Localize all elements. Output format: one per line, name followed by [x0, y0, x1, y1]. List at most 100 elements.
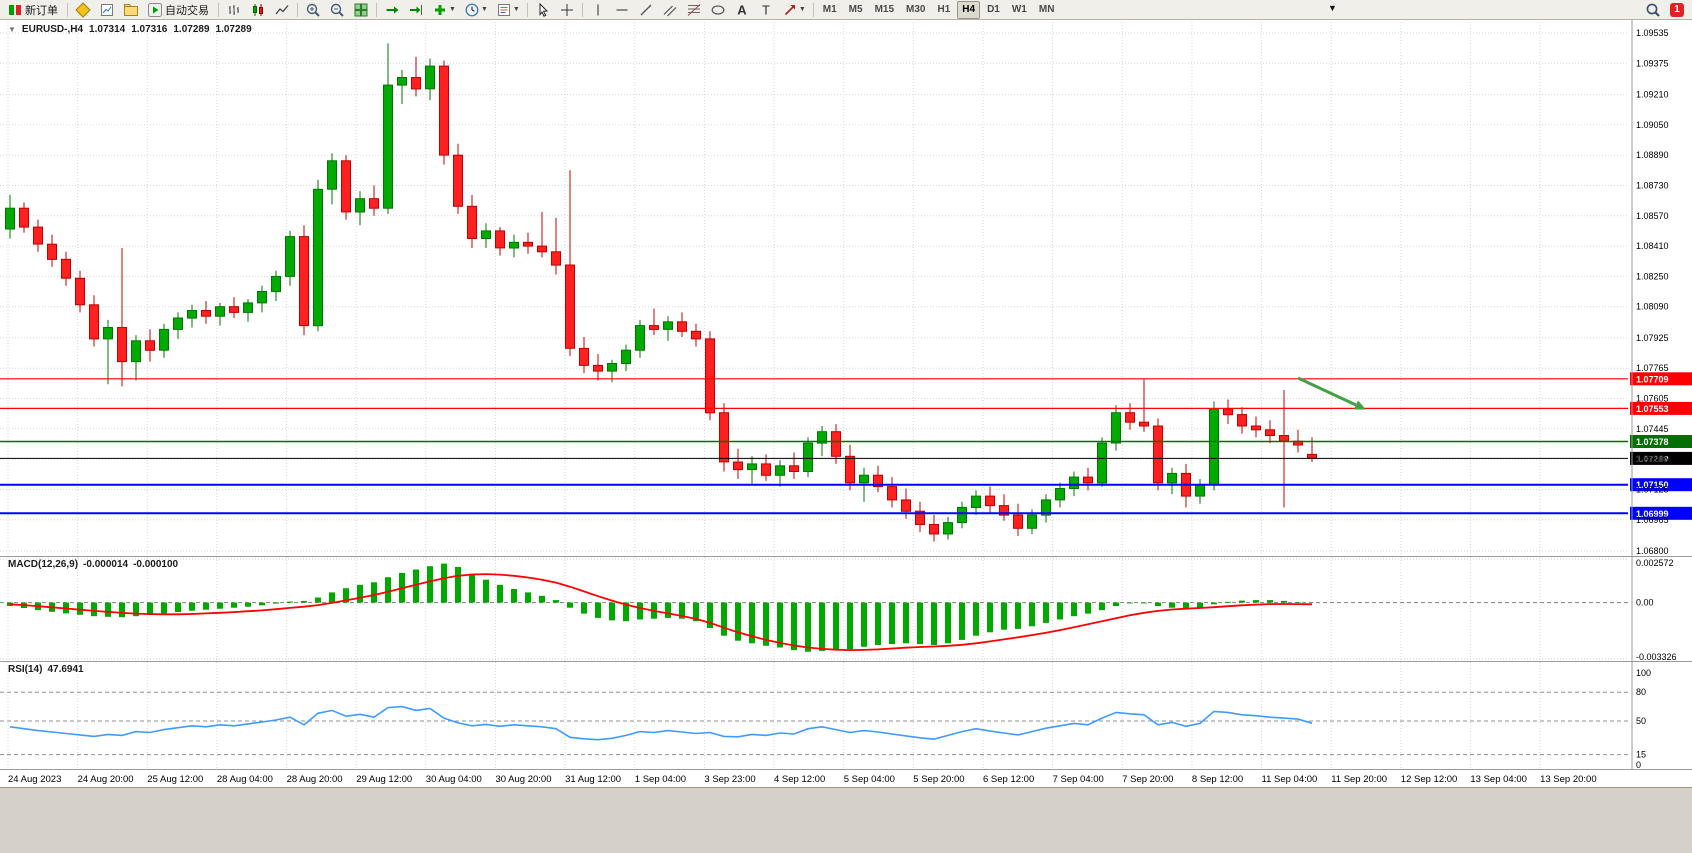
- search-button[interactable]: [1642, 0, 1664, 20]
- templates-button[interactable]: ▼: [493, 0, 523, 20]
- channel-button[interactable]: [659, 0, 681, 20]
- toolbar-separator: [812, 2, 814, 17]
- text-button[interactable]: A: [731, 0, 753, 20]
- timeframe-button-m5[interactable]: M5: [848, 3, 863, 15]
- chevron-down-icon: ▼: [512, 6, 520, 13]
- notification-badge[interactable]: 1: [1670, 2, 1684, 17]
- macd-main-value: -0.000014: [83, 559, 129, 570]
- tile-windows-button[interactable]: [350, 0, 372, 20]
- price-scale[interactable]: [1632, 20, 1692, 770]
- zoom-in-button[interactable]: [302, 0, 324, 20]
- new-order-button[interactable]: 新订单: [4, 0, 63, 20]
- candle-body: [999, 505, 1009, 516]
- cursor-button[interactable]: [532, 0, 554, 20]
- vertical-line-button[interactable]: [587, 0, 609, 20]
- chart-area[interactable]: 1.07709 1.07553 1.07378 1.07289 1.07150 1.069…: [0, 20, 1692, 787]
- trend-arrow-annotation[interactable]: [1297, 376, 1357, 407]
- candle-body: [789, 465, 799, 472]
- candle-body: [985, 495, 995, 507]
- timeframe-button-m1[interactable]: M1: [822, 3, 837, 15]
- autotrading-button[interactable]: 自动交易: [144, 0, 214, 20]
- toolbar-overflow-icon[interactable]: ▼: [1328, 3, 1337, 13]
- new-chart-icon: [99, 2, 115, 18]
- profiles-button[interactable]: [120, 0, 142, 20]
- timeframe-button-h4[interactable]: H4: [957, 0, 981, 19]
- candle-body: [509, 241, 519, 249]
- candle-body: [61, 258, 71, 279]
- shapes-button[interactable]: [707, 0, 729, 20]
- label-button[interactable]: T: [755, 0, 777, 20]
- macd-scale-min: -0.003326: [1636, 652, 1677, 662]
- time-axis-label: 7 Sep 20:00: [1122, 774, 1173, 785]
- auto-scroll-button[interactable]: [381, 0, 403, 20]
- time-axis-label: 30 Aug 04:00: [426, 774, 482, 785]
- time-axis-label: 5 Sep 04:00: [844, 774, 895, 785]
- autotrading-icon: [147, 2, 163, 18]
- price-axis-label: 1.08570: [1636, 211, 1669, 221]
- time-axis-label: 1 Sep 04:00: [635, 774, 686, 785]
- timeframe-button-m30[interactable]: M30: [906, 3, 926, 15]
- periods-button[interactable]: ▼: [461, 0, 491, 20]
- chart-wizard-button[interactable]: [72, 0, 94, 20]
- timeframe-button-d1[interactable]: D1: [987, 3, 1000, 15]
- new-chart-button[interactable]: [96, 0, 118, 20]
- line-chart-button[interactable]: [271, 0, 293, 20]
- candle-body: [607, 363, 617, 372]
- candle-body: [5, 207, 15, 230]
- chart-plot-area[interactable]: [0, 20, 1628, 770]
- shapes-icon: [710, 2, 726, 18]
- candle-body: [705, 338, 715, 414]
- candle-body: [1307, 453, 1317, 459]
- chevron-down-icon: ▼: [449, 6, 456, 13]
- support-line-blue-upper-price-tag-label: 1.07150: [1636, 480, 1669, 490]
- candle-body: [33, 226, 43, 245]
- candle-body: [1125, 412, 1135, 423]
- indicators-button[interactable]: ▼: [429, 0, 459, 20]
- arrows-button[interactable]: ▼: [779, 0, 809, 20]
- candle-body: [411, 77, 421, 90]
- trendline-button[interactable]: [635, 0, 657, 20]
- toolbar-separator: [67, 2, 68, 17]
- resistance-line-upper-price-tag-label: 1.07709: [1636, 374, 1669, 384]
- chart-shift-button[interactable]: [405, 0, 427, 20]
- candle-body: [817, 431, 827, 444]
- candle-body: [467, 205, 477, 240]
- clock-icon: [464, 2, 480, 18]
- time-scale[interactable]: [0, 770, 1692, 787]
- horizontal-line-button[interactable]: [611, 0, 633, 20]
- toolbar-buttons: 新订单 自动交易 ▼ ▼ ▼ A T ▼ M1 M5 M15 M30 H1 H4 D1 W1 MN: [3, 0, 1060, 19]
- price-axis-label: 1.08730: [1636, 180, 1669, 190]
- crosshair-button[interactable]: [556, 0, 578, 20]
- timeframe-button-h1[interactable]: H1: [937, 3, 951, 15]
- time-axis-label: 13 Sep 20:00: [1540, 774, 1597, 785]
- toolbar-right: 1: [1641, 0, 1689, 20]
- candle-chart-button[interactable]: [247, 0, 269, 20]
- candle-body: [1083, 476, 1093, 484]
- price-axis-label: 1.09375: [1636, 58, 1669, 68]
- trend-arrow-head[interactable]: [1353, 400, 1366, 410]
- bar-chart-button[interactable]: [223, 0, 245, 20]
- candle-body: [887, 486, 897, 501]
- rsi-scale-label: 0: [1636, 760, 1641, 770]
- new-order-button-label: 新订单: [25, 4, 58, 17]
- resistance-line-lower-price-tag: [1630, 401, 1692, 415]
- line-chart-icon: [274, 2, 290, 18]
- candle-body: [915, 510, 925, 526]
- autotrading-button-label: 自动交易: [165, 4, 209, 17]
- window-background: [0, 787, 1692, 853]
- zoom-out-icon: [329, 2, 345, 18]
- rsi-panel: 100 80 50 150: [0, 668, 1651, 770]
- fibonacci-button[interactable]: [683, 0, 705, 20]
- candle-body: [621, 349, 631, 365]
- rsi-name: RSI(14): [8, 664, 43, 675]
- timeframe-button-mn[interactable]: MN: [1038, 3, 1055, 15]
- one-click-trading-icon[interactable]: ▼: [8, 25, 16, 34]
- timeframe-button-m15[interactable]: M15: [874, 3, 895, 15]
- candle-body: [747, 463, 757, 471]
- resistance-line-lower-price-tag-label: 1.07553: [1636, 404, 1669, 414]
- timeframe-button-w1[interactable]: W1: [1011, 3, 1027, 15]
- rsi-scale-label: 15: [1636, 750, 1646, 760]
- zoom-out-button[interactable]: [326, 0, 348, 20]
- crosshair-icon: [559, 2, 575, 18]
- price-axis-label: 1.09050: [1636, 120, 1669, 130]
